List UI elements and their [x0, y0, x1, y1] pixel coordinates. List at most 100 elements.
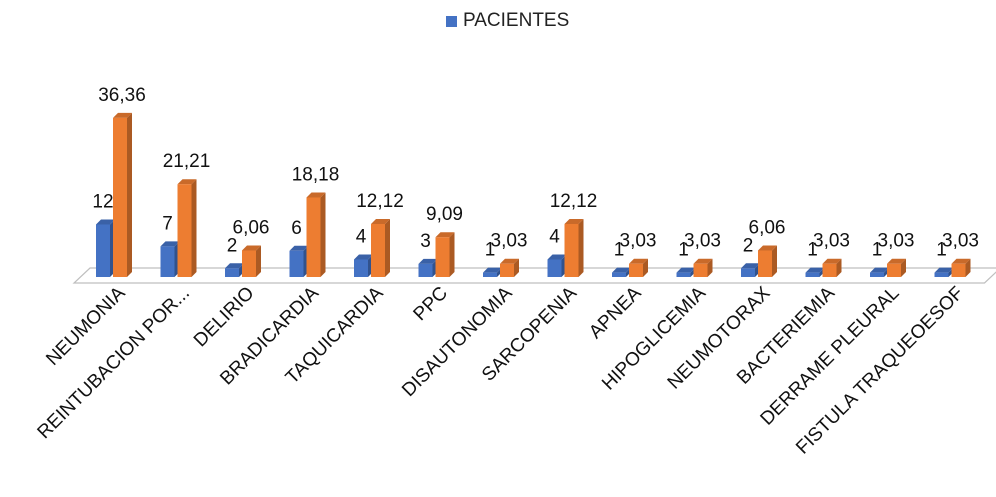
data-label-pacientes: 1	[807, 240, 818, 261]
bar-porcentaje	[113, 117, 127, 277]
data-label-porcentaje: 12,12	[550, 191, 598, 212]
data-label-pacientes: 1	[936, 240, 947, 261]
bar-porcentaje-top	[629, 258, 648, 264]
bar-pacientes	[160, 246, 175, 277]
bar-porcentaje	[564, 223, 579, 277]
data-label-pacientes: 1	[678, 240, 689, 261]
bar-porcentaje-top	[306, 192, 326, 198]
data-label-pacientes: 6	[291, 218, 302, 239]
bar-pacientes-top	[676, 267, 696, 273]
bar-porcentaje	[629, 263, 643, 277]
bar-porcentaje	[242, 250, 256, 277]
bar-pacientes-top	[612, 267, 631, 273]
bar-pacientes-top	[418, 258, 438, 264]
bar-pacientes-top	[96, 219, 115, 225]
bar-porcentaje-side	[965, 258, 971, 277]
bar-porcentaje-side	[191, 179, 197, 277]
data-label-porcentaje: 3,03	[491, 231, 528, 252]
bar-porcentaje	[500, 263, 514, 277]
bar-pacientes	[676, 272, 691, 277]
bar-porcentaje	[177, 184, 192, 277]
bar-porcentaje	[887, 263, 901, 277]
data-label-porcentaje: 18,18	[292, 164, 340, 185]
bar-pacientes-top	[225, 263, 244, 269]
data-label-porcentaje: 3,03	[620, 231, 657, 252]
data-label-pacientes: 7	[162, 213, 173, 234]
data-label-porcentaje: 3,03	[942, 231, 979, 252]
bar-pacientes-top	[870, 267, 889, 273]
chart-floor	[72, 267, 996, 284]
bar-pacientes	[225, 268, 239, 277]
bar-porcentaje-top	[371, 218, 390, 224]
legend: PACIENTES	[446, 10, 569, 32]
category-label: DISAUTONOMIA	[398, 282, 517, 401]
data-label-pacientes: 2	[743, 235, 754, 256]
bar-porcentaje-top	[758, 245, 777, 251]
bar-pacientes	[741, 268, 755, 277]
data-label-pacientes: 1	[485, 240, 496, 261]
data-label-porcentaje: 9,09	[426, 204, 463, 225]
bar-porcentaje-side	[449, 232, 455, 277]
bar-pacientes-top	[741, 263, 760, 269]
data-label-pacientes: 1	[614, 240, 625, 261]
data-label-pacientes: 4	[549, 227, 560, 248]
data-label-porcentaje: 36,36	[98, 85, 146, 106]
bar-pacientes-top	[289, 245, 309, 251]
bar-porcentaje-side	[643, 258, 648, 277]
data-label-porcentaje: 12,12	[356, 191, 404, 212]
bar-pacientes	[354, 259, 368, 277]
bar-porcentaje-top	[822, 258, 842, 264]
data-label-pacientes: 3	[420, 231, 431, 252]
bar-pacientes-top	[160, 241, 180, 247]
bar-porcentaje	[758, 250, 772, 277]
bar-porcentaje-side	[320, 192, 326, 277]
bar-pacientes	[805, 272, 820, 277]
bar-porcentaje-top	[242, 245, 261, 251]
bar-porcentaje-top	[177, 179, 197, 185]
bar-pacientes	[483, 272, 497, 277]
bar-porcentaje-side	[578, 218, 584, 277]
bar-porcentaje-top	[113, 112, 132, 118]
data-label-porcentaje: 6,06	[749, 217, 786, 238]
bar-pacientes	[547, 259, 562, 277]
bar-pacientes	[612, 272, 626, 277]
bar-pacientes-top	[354, 254, 373, 260]
data-label-porcentaje: 3,03	[684, 231, 721, 252]
bar-porcentaje-top	[951, 258, 971, 264]
bar-porcentaje-side	[514, 258, 519, 277]
bar-pacientes-top	[805, 267, 825, 273]
bar-pacientes-top	[483, 267, 502, 273]
bar-porcentaje-top	[887, 258, 906, 264]
bar-pacientes	[289, 250, 304, 277]
bar-pacientes-top	[547, 254, 567, 260]
data-label-pacientes: 2	[227, 235, 238, 256]
bar-porcentaje-side	[707, 258, 713, 277]
bar-porcentaje-side	[256, 245, 261, 277]
category-label: DELIRIO	[190, 283, 259, 352]
legend-swatch-pacientes	[446, 15, 457, 27]
bar-pacientes	[934, 272, 949, 277]
bar-pacientes	[870, 272, 884, 277]
data-label-porcentaje: 21,21	[163, 151, 211, 172]
data-label-pacientes: 4	[356, 227, 367, 248]
bar-porcentaje-side	[385, 218, 390, 277]
data-label-pacientes: 12	[92, 192, 113, 213]
category-label: APNEA	[585, 282, 646, 343]
bar-pacientes-top	[934, 267, 954, 273]
bar-pacientes	[418, 263, 433, 277]
legend-label-pacientes: PACIENTES	[463, 10, 570, 31]
bar-porcentaje-top	[693, 258, 713, 264]
bar-pacientes	[96, 224, 110, 277]
bar-porcentaje-top	[564, 218, 584, 224]
data-label-porcentaje: 3,03	[813, 231, 850, 252]
bar-porcentaje-side	[901, 258, 906, 277]
data-label-porcentaje: 6,06	[233, 217, 270, 238]
bar-porcentaje	[693, 263, 708, 277]
bar-porcentaje-side	[772, 245, 777, 277]
bar-porcentaje-top	[435, 232, 455, 238]
bar-porcentaje	[822, 263, 837, 277]
data-label-pacientes: 1	[872, 240, 883, 261]
bar-porcentaje-side	[836, 258, 842, 277]
category-label: PPC	[410, 283, 452, 325]
